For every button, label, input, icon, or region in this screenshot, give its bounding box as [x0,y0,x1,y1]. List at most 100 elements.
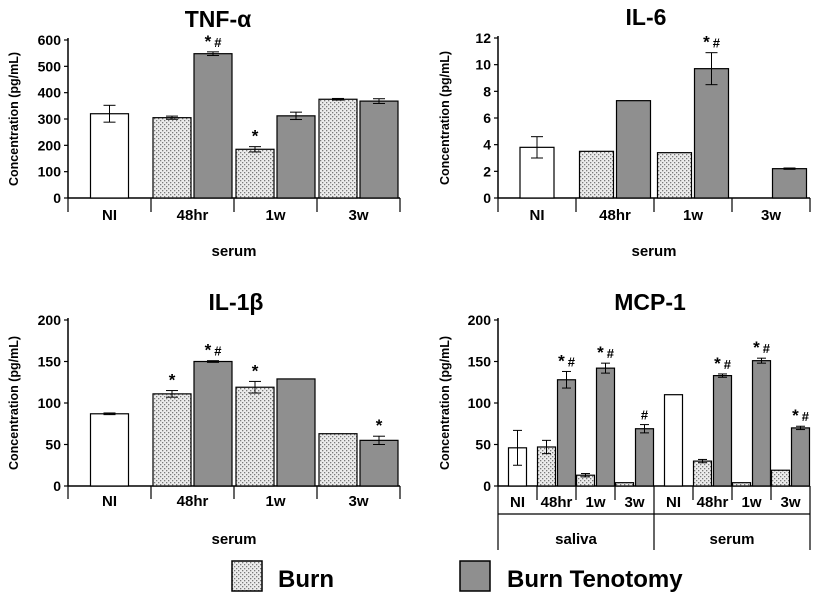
category-label: NI [102,207,117,224]
chart-3: MCP-1 Concentration (pg/mL) 0 50 100 150 200 NI… [438,289,811,550]
group-label: serum [211,243,256,260]
y-tick-label: 400 [38,85,62,101]
bar-burn [152,117,192,199]
y-tick-label: 50 [475,437,491,453]
y-tick-label: 200 [38,137,62,153]
category-label: 3w [780,494,800,511]
chart-title: TNF-α [185,6,252,32]
category-label: 3w [761,207,781,224]
significance-marker: * [252,127,259,146]
y-tick-label: 150 [38,354,62,370]
hash-marker: # [802,409,810,424]
category-label: 48hr [599,207,631,224]
y-tick-label: 300 [38,111,62,127]
y-tick-label: 4 [483,137,491,153]
category-label: 1w [585,494,605,511]
y-tick-label: 0 [53,190,61,206]
hash-marker: # [713,36,721,51]
significance-marker: * [252,361,259,380]
star-marker: * [205,341,212,360]
bar-burn [692,460,713,487]
star-marker: * [558,351,565,370]
bar-burn [235,386,275,487]
chart-2: IL-1β Concentration (pg/mL) 0 50 100 150 200 NI… [7,289,401,548]
bar-burn_tenotomy [276,115,316,199]
star-marker: * [376,416,383,435]
hash-marker: # [724,357,732,372]
bar-burn [656,152,693,199]
significance-marker: * # [753,338,771,357]
star-marker: * [205,32,212,51]
category-label: NI [530,207,545,224]
y-tick-label: 50 [45,437,61,453]
bar-burn_tenotomy [693,68,730,199]
bar-burn_tenotomy [634,428,655,487]
y-tick-label: 0 [483,478,491,494]
legend-label-burn: Burn [278,566,334,593]
significance-marker: * # [558,351,576,370]
bar-control [663,394,684,487]
significance-marker: * # [714,354,732,373]
chart-1: IL-6 Concentration (pg/mL) 0 2 4 6 8 10 12 NI 48hr… [438,4,811,260]
group-label: serum [211,531,256,548]
y-axis-label: Concentration (pg/mL) [438,51,452,185]
significance-marker: * # [205,341,223,360]
bar-burn_tenotomy [193,53,233,199]
bar-burn [770,469,791,487]
category-label: 1w [265,207,285,224]
y-tick-label: 10 [475,57,491,73]
y-axis-label: Concentration (pg/mL) [7,336,21,470]
category-label: 3w [624,494,644,511]
bar-control [519,146,555,199]
bar-burn_tenotomy [359,100,399,199]
significance-marker: * # [205,32,223,51]
bar-burn [731,482,752,487]
star-marker: * [252,361,259,380]
hash-marker: # [607,346,615,361]
y-tick-label: 600 [38,32,62,48]
bar-burn [578,150,615,199]
bar-burn_tenotomy [556,379,577,487]
hash-marker: # [214,35,222,50]
bar-burn [318,98,358,199]
y-tick-label: 2 [483,163,491,179]
bar-burn_tenotomy [276,378,316,487]
hash-marker: # [214,344,222,359]
legend: Burn Burn Tenotomy [231,560,683,593]
legend-swatch-burn [231,560,263,592]
hash-marker: # [763,341,771,356]
y-tick-label: 200 [38,312,62,328]
chart-title: MCP-1 [614,289,686,315]
y-tick-label: 200 [468,312,492,328]
category-label: 48hr [697,494,729,511]
category-label: 3w [348,207,368,224]
category-label: 1w [265,493,285,510]
bar-burn_tenotomy [751,360,772,487]
category-label: 48hr [177,207,209,224]
significance-marker: * # [792,406,810,425]
y-tick-label: 100 [468,395,492,411]
category-label: NI [102,493,117,510]
significance-marker: * [376,416,383,435]
category-label: 48hr [177,493,209,510]
star-marker: * [169,371,176,390]
bar-control [89,413,130,487]
category-label: 3w [348,493,368,510]
chart-title: IL-6 [626,4,667,30]
bar-burn_tenotomy [790,427,811,487]
significance-marker: * # [597,343,615,362]
star-marker: * [703,33,710,52]
y-tick-label: 0 [483,190,491,206]
significance-marker: # [641,408,649,423]
significance-marker: * [169,371,176,390]
y-axis-label: Concentration (pg/mL) [438,336,452,470]
bar-control [89,113,130,199]
y-tick-label: 100 [38,395,62,411]
category-label: 1w [683,207,703,224]
group-label: serum [709,531,754,548]
y-tick-label: 100 [38,164,62,180]
y-tick-label: 12 [475,30,491,46]
bar-burn_tenotomy [615,100,652,199]
category-label: NI [666,494,681,511]
